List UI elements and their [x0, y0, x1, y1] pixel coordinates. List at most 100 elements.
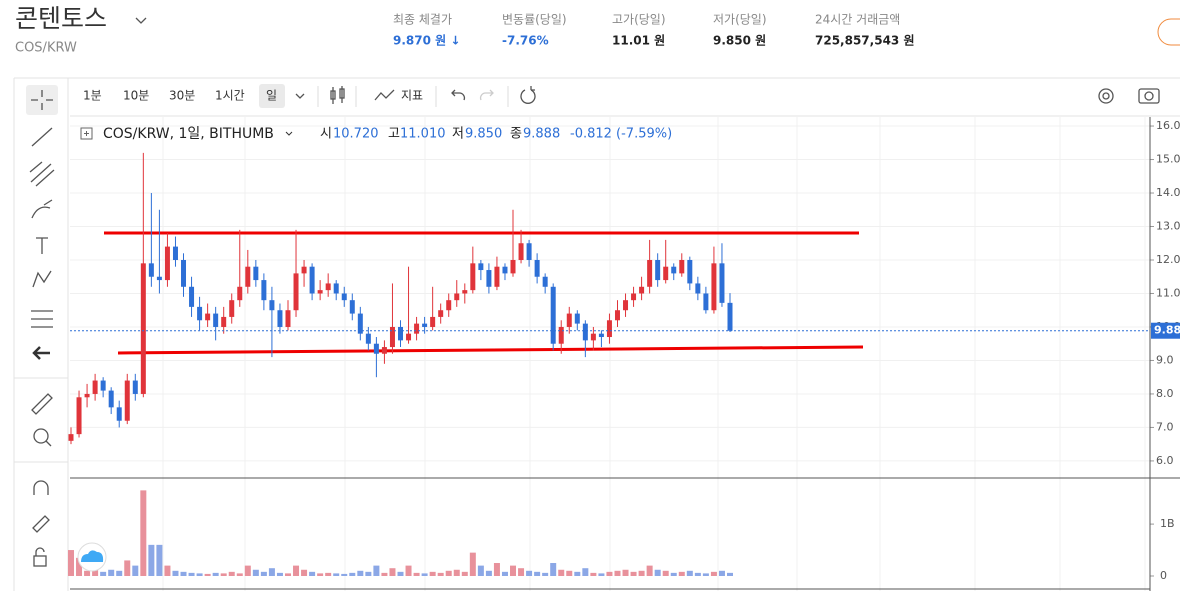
candle-body — [550, 286, 556, 344]
reset-button[interactable] — [520, 86, 536, 104]
legend-close: 9.888 — [523, 127, 560, 142]
candle-body — [253, 266, 259, 281]
candle-body — [695, 283, 701, 294]
candle-body — [92, 380, 98, 394]
volume-bar — [196, 573, 203, 576]
volume-bar — [566, 570, 573, 576]
brand-logo-cloud — [81, 550, 104, 562]
brush-tool[interactable] — [31, 199, 53, 219]
legend-high: 11.010 — [400, 127, 446, 142]
candle-body — [711, 263, 717, 311]
y2-tick-label: 1B — [1160, 517, 1175, 530]
stat-value: 725,857,543 원 — [815, 34, 914, 48]
interval-dropdown[interactable] — [295, 93, 305, 99]
candle-body — [205, 313, 211, 321]
volume-bar — [212, 572, 219, 576]
stat-label: 변동률(당일) — [502, 13, 567, 27]
volume-bar — [598, 573, 605, 576]
collapse-plus — [84, 131, 89, 136]
undo-button[interactable] — [451, 89, 466, 101]
candle-body — [189, 286, 195, 307]
candle-body — [542, 276, 548, 287]
measure-tool[interactable] — [31, 310, 53, 328]
volume-bar — [92, 568, 99, 576]
volume-bar — [670, 572, 677, 576]
candle-body — [365, 333, 371, 344]
last-price-box — [1151, 322, 1180, 339]
candle-body — [687, 259, 693, 284]
candle-body — [606, 320, 612, 338]
candle-body — [124, 380, 130, 421]
indicator-button[interactable]: 지표 — [401, 89, 423, 103]
y-tick-label: 15.0 — [1156, 153, 1180, 166]
volume-bar — [710, 571, 717, 576]
indicator-icon[interactable] — [374, 89, 395, 101]
zoom-tool[interactable] — [33, 428, 49, 444]
y-tick-label: 9.0 — [1156, 353, 1174, 366]
volume-bar — [686, 570, 693, 576]
legend-change: -0.812 (-7.59%) — [570, 127, 672, 142]
lock-tool[interactable] — [33, 555, 47, 567]
candle-body — [116, 407, 122, 421]
volume-bar — [702, 573, 709, 576]
volume-bar — [429, 571, 436, 576]
pattern-tool[interactable] — [32, 270, 52, 288]
volume-bar — [148, 544, 155, 576]
fib-tool[interactable] — [29, 161, 55, 187]
title-dropdown[interactable] — [135, 17, 147, 24]
volume-bar — [493, 563, 500, 576]
candle-body — [663, 266, 669, 281]
candle-body — [631, 293, 637, 301]
volume-bar — [325, 572, 332, 576]
interval[interactable]: 1시간 — [215, 89, 245, 103]
candle-body — [462, 290, 468, 294]
lock-draw-tool[interactable] — [32, 515, 50, 533]
volume-bar — [590, 572, 597, 576]
candle-body — [277, 310, 283, 327]
hide-tools[interactable] — [32, 346, 50, 360]
candle-body — [639, 286, 645, 294]
volume-bar — [630, 571, 637, 576]
crosshair-tool[interactable] — [31, 90, 53, 110]
candle-body — [76, 397, 82, 435]
settings-button[interactable] — [1098, 88, 1114, 104]
line-tool[interactable] — [31, 127, 53, 147]
volume-bar — [638, 570, 645, 576]
volume-bar — [510, 565, 517, 576]
candle-body — [221, 316, 227, 327]
y-tick-label: 16.0 — [1156, 119, 1180, 132]
volume-bar — [678, 571, 685, 576]
candle-body — [325, 283, 331, 291]
volume-bar — [558, 569, 565, 576]
redo-button[interactable] — [479, 89, 494, 101]
candle-body — [526, 243, 532, 260]
volume-bar — [646, 565, 653, 576]
interval[interactable]: 1분 — [83, 89, 102, 103]
stat-label: 저가(당일) — [713, 13, 767, 27]
legend-close-label: 종 — [510, 127, 522, 142]
screenshot-button[interactable] — [1138, 88, 1160, 104]
candle-body — [470, 263, 476, 291]
legend-low-label: 저 — [452, 127, 464, 142]
volume-bar — [220, 573, 227, 576]
candle-body — [454, 293, 460, 301]
collapse-icon[interactable] — [80, 127, 93, 140]
chart-type-button[interactable] — [330, 86, 345, 104]
magnet-tool[interactable] — [33, 480, 49, 495]
interval[interactable]: 일 — [266, 89, 277, 103]
y2-tick-label: 0 — [1160, 569, 1167, 582]
stat-label: 24시간 거래금액 — [815, 13, 900, 27]
candle-body — [261, 280, 267, 301]
candle-body — [301, 266, 307, 274]
trade-button[interactable] — [1157, 18, 1180, 46]
volume-bar — [469, 552, 476, 576]
interval[interactable]: 10분 — [123, 89, 149, 103]
volume-bar — [349, 572, 356, 576]
volume-bar — [542, 572, 549, 576]
interval[interactable]: 30분 — [169, 89, 195, 103]
candle-body — [574, 313, 580, 324]
text-tool[interactable] — [36, 237, 48, 254]
ruler-tool[interactable] — [31, 393, 53, 415]
candle-body — [671, 266, 677, 274]
candle-body — [132, 380, 138, 394]
